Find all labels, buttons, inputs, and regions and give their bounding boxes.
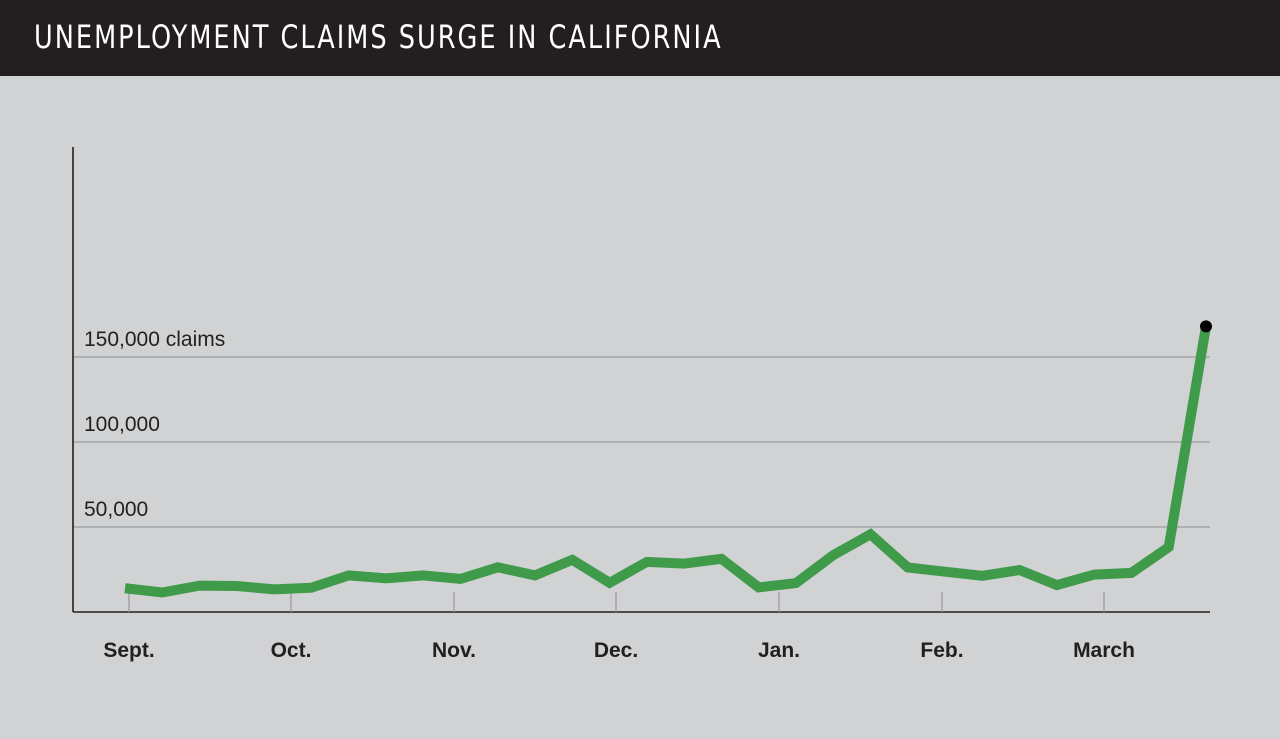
y-tick-label: 100,000: [84, 413, 160, 436]
x-tick-label: Nov.: [432, 639, 476, 662]
x-tick-label: Feb.: [920, 639, 963, 662]
chart-area: 50,000 100,000 150,000 claims Sept. Oct. Nov.…: [0, 76, 1280, 734]
x-tick-label: Dec.: [594, 639, 638, 662]
x-tick-label: Oct.: [271, 639, 312, 662]
line-chart: 50,000 100,000 150,000 claims Sept. Oct. Nov.…: [0, 76, 1280, 734]
y-tick-label: 150,000 claims: [84, 328, 225, 351]
x-tick-label: Jan.: [758, 639, 800, 662]
endpoint-marker: [1200, 320, 1212, 332]
y-tick-label: 50,000: [84, 498, 148, 521]
x-tick-label: March: [1073, 639, 1135, 662]
chart-title: UNEMPLOYMENT CLAIMS SURGE IN CALIFORNIA: [34, 17, 723, 57]
x-tick-label: Sept.: [103, 639, 154, 662]
claims-line: [125, 326, 1206, 592]
header-bar: UNEMPLOYMENT CLAIMS SURGE IN CALIFORNIA: [0, 0, 1280, 76]
